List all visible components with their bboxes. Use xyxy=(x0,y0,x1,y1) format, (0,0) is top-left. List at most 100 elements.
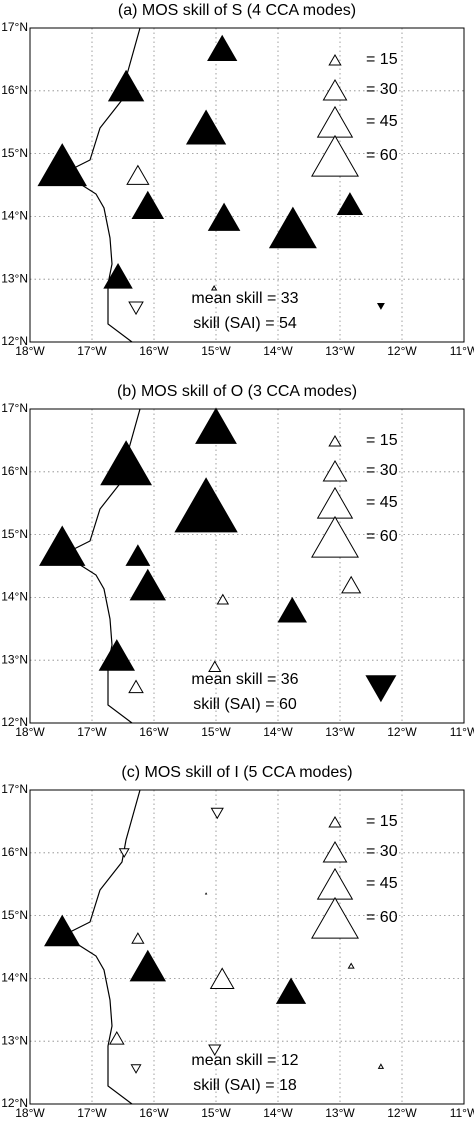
skill-marker xyxy=(100,440,153,486)
skill-marker xyxy=(277,596,307,623)
skill-marker xyxy=(129,949,167,982)
skill-marker xyxy=(39,525,86,566)
coastline xyxy=(64,789,141,1105)
skill-marker xyxy=(207,202,241,231)
skill-marker xyxy=(268,206,317,249)
x-tick-label: 16°W xyxy=(139,344,169,358)
x-tick-label: 11°W xyxy=(450,1106,474,1120)
panel: (c) MOS skill of I (5 CCA modes) 18°W 17°W… xyxy=(1,764,474,1120)
legend-marker xyxy=(328,53,342,66)
skill-marker xyxy=(341,575,362,594)
legend-label: = 60 xyxy=(366,909,398,926)
skill-marker xyxy=(118,848,130,858)
annotation: mean skill = 33 xyxy=(191,290,298,307)
x-tick-label: 12°W xyxy=(387,344,417,358)
x-tick-label: 17°W xyxy=(77,344,107,358)
y-tick-label: 15°N xyxy=(1,146,28,160)
skill-marker xyxy=(107,69,145,102)
legend-marker xyxy=(311,515,359,558)
legend-marker xyxy=(322,840,348,863)
plot-area xyxy=(30,790,464,1104)
legend-label: = 15 xyxy=(366,432,398,449)
x-tick-label: 15°W xyxy=(201,725,231,739)
legend-label: = 45 xyxy=(366,494,398,511)
legend-label: = 60 xyxy=(366,147,398,164)
skill-marker xyxy=(347,962,355,969)
skill-marker xyxy=(128,679,144,694)
legend-marker xyxy=(328,815,342,828)
skill-marker xyxy=(377,1063,385,1069)
x-tick-label: 11°W xyxy=(450,344,474,358)
legend-marker xyxy=(311,134,359,177)
plot-frame xyxy=(29,408,465,724)
x-tick-label: 11°W xyxy=(450,725,474,739)
skill-marker xyxy=(131,190,165,219)
skill-marker xyxy=(98,639,136,671)
y-tick-label: 14°N xyxy=(1,209,28,223)
skill-marker xyxy=(275,977,307,1004)
skill-marker xyxy=(185,109,227,145)
y-tick-label: 14°N xyxy=(1,971,28,985)
legend-label: = 30 xyxy=(366,843,398,860)
skill-marker xyxy=(125,544,151,566)
skill-marker xyxy=(209,967,235,989)
x-tick-label: 18°W xyxy=(15,344,45,358)
skill-marker xyxy=(44,914,81,947)
legend-label: = 15 xyxy=(366,51,398,68)
y-tick-label: 13°N xyxy=(1,652,28,666)
skill-marker xyxy=(204,892,208,895)
skill-marker xyxy=(131,932,145,944)
x-tick-label: 14°W xyxy=(263,344,293,358)
panel: (b) MOS skill of O (3 CCA modes) 18°W 17°W… xyxy=(1,383,474,739)
legend-marker xyxy=(311,896,359,939)
legend-label: = 60 xyxy=(366,528,398,545)
skill-marker xyxy=(216,593,230,605)
y-tick-label: 15°N xyxy=(1,527,28,541)
annotation: skill (SAI) = 54 xyxy=(193,315,297,332)
x-tick-label: 14°W xyxy=(263,1106,293,1120)
x-tick-label: 17°W xyxy=(77,725,107,739)
y-tick-label: 12°N xyxy=(1,334,28,348)
x-tick-label: 16°W xyxy=(139,1106,169,1120)
legend-marker xyxy=(322,78,348,101)
annotation: skill (SAI) = 18 xyxy=(193,1077,297,1094)
y-tick-label: 13°N xyxy=(1,271,28,285)
skill-marker xyxy=(128,301,144,316)
y-tick-label: 12°N xyxy=(1,1096,28,1110)
skill-marker xyxy=(365,675,397,703)
skill-marker xyxy=(208,1044,222,1057)
skill-marker xyxy=(174,477,238,533)
x-tick-label: 15°W xyxy=(201,344,231,358)
legend-label: = 15 xyxy=(366,813,398,830)
skill-marker xyxy=(208,660,222,673)
skill-marker xyxy=(376,303,385,310)
legend-label: = 45 xyxy=(366,875,398,892)
skill-marker xyxy=(336,192,364,216)
panel-title: (b) MOS skill of O (3 CCA modes) xyxy=(117,383,357,400)
plot-frame xyxy=(29,27,465,343)
x-tick-label: 13°W xyxy=(325,344,355,358)
x-tick-label: 12°W xyxy=(387,1106,417,1120)
legend-marker xyxy=(328,434,342,447)
y-tick-label: 17°N xyxy=(1,20,28,34)
y-tick-label: 15°N xyxy=(1,908,28,922)
skill-marker xyxy=(195,407,237,444)
plot-area xyxy=(30,28,464,342)
x-tick-label: 12°W xyxy=(387,725,417,739)
skill-marker xyxy=(210,807,224,820)
y-tick-label: 16°N xyxy=(1,464,28,478)
y-tick-label: 17°N xyxy=(1,782,28,796)
skill-marker xyxy=(207,34,238,61)
annotation: skill (SAI) = 60 xyxy=(193,696,297,713)
skill-marker xyxy=(129,568,167,601)
x-tick-label: 18°W xyxy=(15,725,45,739)
y-tick-label: 13°N xyxy=(1,1033,28,1047)
x-tick-label: 17°W xyxy=(77,1106,107,1120)
y-tick-label: 12°N xyxy=(1,715,28,729)
y-tick-label: 14°N xyxy=(1,590,28,604)
skill-marker xyxy=(210,284,218,291)
skill-marker xyxy=(103,262,133,289)
panel: (a) MOS skill of S (4 CCA modes) 18°W 17°W… xyxy=(1,2,474,358)
y-tick-label: 17°N xyxy=(1,401,28,415)
